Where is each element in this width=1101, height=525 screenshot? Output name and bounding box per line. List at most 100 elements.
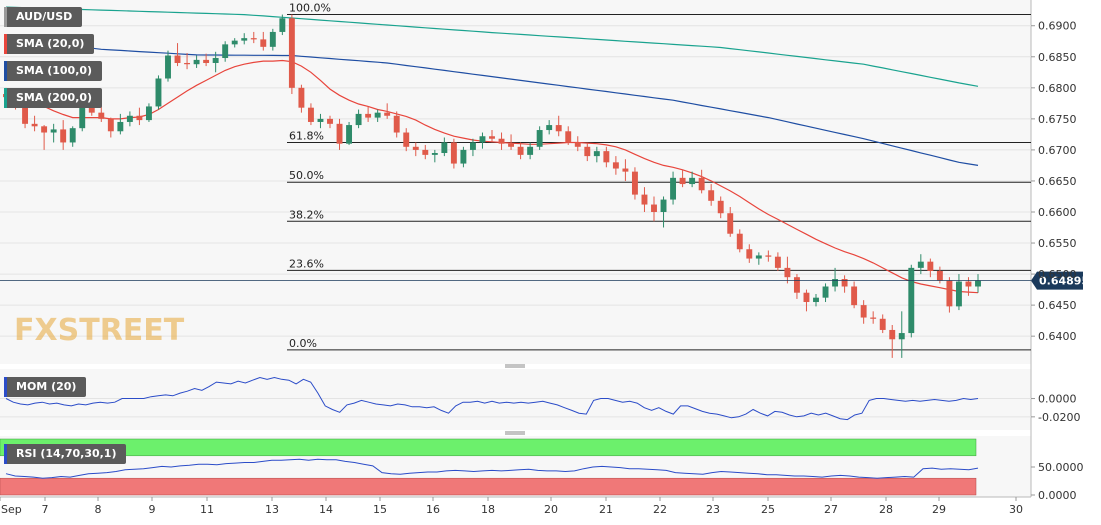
candle-body	[822, 286, 829, 298]
candle-body	[955, 281, 962, 307]
candle	[832, 267, 839, 292]
momentum-panel: 0.0000 -0.0200	[0, 376, 1080, 424]
candle	[317, 113, 324, 129]
candle	[870, 311, 877, 324]
candle	[460, 146, 467, 168]
candle-body	[412, 146, 419, 150]
candle-body	[679, 177, 686, 185]
candle	[955, 274, 962, 311]
date-tick-label: 13	[265, 503, 279, 516]
candle-body	[889, 329, 896, 340]
candle-body	[307, 107, 314, 122]
candle-body	[946, 280, 953, 307]
candle	[774, 252, 781, 271]
candle	[41, 125, 48, 150]
candle	[479, 132, 486, 149]
candle-body	[317, 118, 324, 122]
candle-body	[784, 267, 791, 278]
candle-body	[755, 255, 762, 259]
candle-body	[498, 138, 505, 144]
current-price-tag	[1031, 271, 1083, 290]
date-tick-label: 22	[653, 503, 667, 516]
candle	[355, 109, 362, 129]
price-tick-label: 0.6450	[1038, 299, 1077, 312]
candle	[927, 258, 934, 278]
date-tick-label: 27	[824, 503, 838, 516]
candle-body	[927, 261, 934, 271]
date-tick-label: 9	[149, 503, 156, 516]
candle-body	[441, 142, 448, 154]
candle-body	[107, 118, 114, 132]
candle-body	[565, 131, 572, 143]
candle-body	[917, 261, 924, 268]
legend-sma100[interactable]: SMA (100,0)	[4, 61, 103, 81]
candle	[746, 244, 753, 263]
fib-label: 0.0%	[289, 337, 317, 350]
candle-body	[546, 125, 553, 131]
symbol-label[interactable]: AUD/USD	[4, 7, 83, 27]
candle	[193, 55, 200, 68]
price-tick-label: 0.6500	[1038, 268, 1077, 281]
candle-body	[879, 318, 886, 330]
candle	[660, 196, 667, 228]
candle	[117, 113, 124, 135]
candle-body	[717, 200, 724, 214]
mom-tick-label: -0.0200	[1038, 411, 1080, 424]
candle	[670, 171, 677, 205]
candle-body	[403, 132, 410, 147]
date-tick-label: 18	[481, 503, 495, 516]
candle	[107, 117, 114, 138]
current-price-value: 0.64895	[1039, 275, 1089, 288]
candle-body	[660, 199, 667, 212]
candle-body	[79, 107, 86, 129]
candle	[793, 274, 800, 299]
candle-body	[422, 149, 429, 155]
candle	[298, 84, 305, 113]
candle-body	[736, 233, 743, 250]
candle-body	[555, 125, 562, 132]
date-tick-label: 25	[761, 503, 775, 516]
date-tick-label: 14	[319, 503, 333, 516]
grid-layer	[0, 25, 1031, 337]
candle	[717, 196, 724, 219]
candle-body	[288, 18, 295, 88]
candle	[517, 142, 524, 160]
candle-body	[327, 118, 333, 124]
panel-resize-handle-2[interactable]	[505, 431, 525, 435]
candle	[327, 115, 333, 129]
candle-body	[69, 128, 76, 143]
candle-body	[279, 18, 286, 32]
candle	[346, 121, 353, 145]
legend-sma20[interactable]: SMA (20,0)	[4, 34, 95, 54]
candle	[527, 142, 534, 160]
candle-body	[298, 87, 305, 108]
candle	[422, 144, 429, 160]
price-tick-label: 0.6400	[1038, 330, 1077, 343]
candle	[260, 31, 267, 51]
date-tick-label: 20	[544, 503, 558, 516]
panel-resize-handle-1[interactable]	[505, 364, 525, 368]
candle	[917, 254, 924, 275]
candle-body	[841, 279, 848, 287]
candle	[412, 142, 419, 157]
symbol-label-text: AUD/USD	[16, 10, 73, 23]
legend-mom[interactable]: MOM (20)	[4, 377, 87, 397]
candle-body	[870, 317, 877, 319]
candle-body	[250, 38, 257, 40]
candle-body	[803, 292, 810, 303]
date-tick-label: 30	[1009, 503, 1023, 516]
candle	[555, 115, 562, 137]
candle	[212, 51, 219, 73]
candle-body	[508, 143, 515, 147]
candle	[126, 111, 133, 127]
legend-sma200[interactable]: SMA (200,0)	[4, 88, 103, 108]
candle	[384, 103, 391, 119]
candle	[279, 14, 286, 36]
rsi-line	[5, 458, 979, 479]
legend-rsi[interactable]: RSI (14,70,30,1)	[4, 444, 127, 464]
candle	[231, 38, 238, 48]
candle-body	[489, 136, 495, 139]
fib-label: 50.0%	[289, 169, 324, 182]
price-tick-label: 0.6550	[1038, 237, 1077, 250]
